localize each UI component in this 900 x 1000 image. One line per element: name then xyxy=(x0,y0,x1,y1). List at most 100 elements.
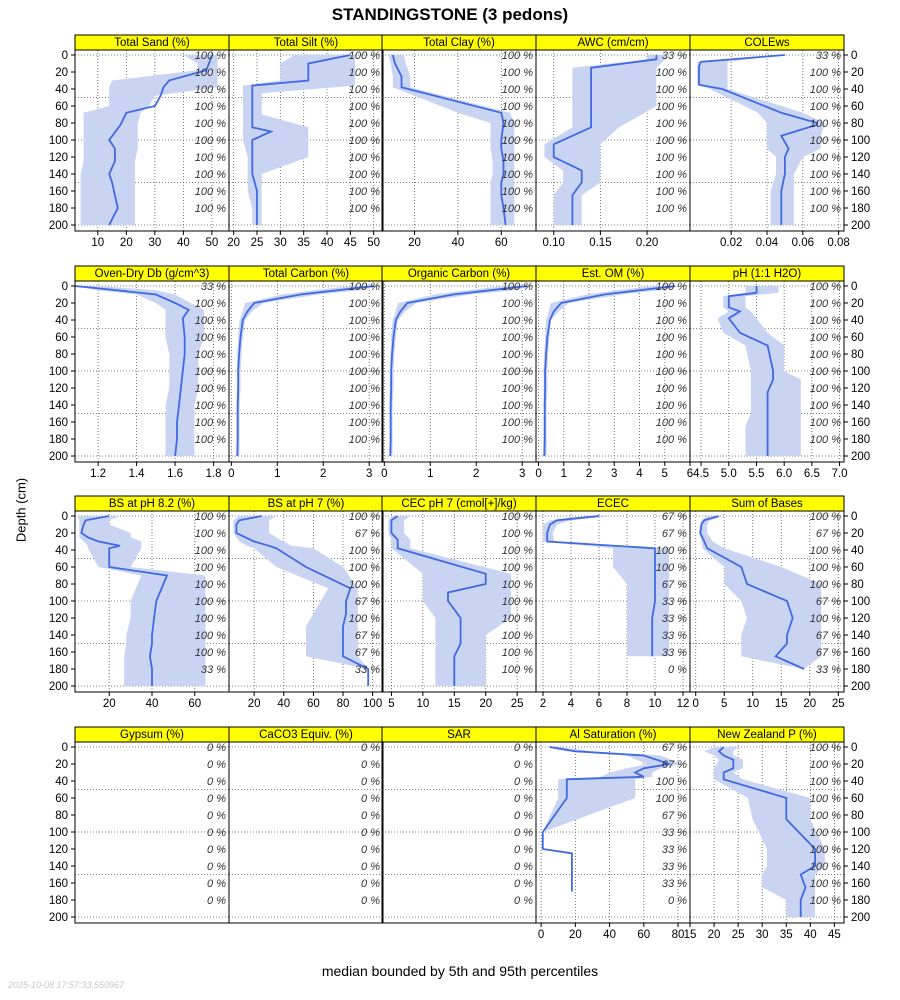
y-tick-label: 120 xyxy=(49,844,68,856)
pct-label: 100 % xyxy=(810,742,841,754)
x-tick-label: 50 xyxy=(367,237,380,249)
y-tick-label: 0 xyxy=(851,511,857,523)
y-tick-label: 120 xyxy=(49,383,68,395)
x-tick-label: 60 xyxy=(307,698,320,710)
y-axis-label: Depth (cm) xyxy=(13,477,29,543)
percentile-band xyxy=(544,55,666,225)
pct-label: 100 % xyxy=(195,647,226,659)
pct-label: 100 % xyxy=(195,118,226,130)
pct-label: 100 % xyxy=(656,84,687,96)
pct-label: 100 % xyxy=(810,169,841,181)
x-tick-label: 20 xyxy=(120,237,133,249)
pct-label: 100 % xyxy=(195,579,226,591)
pct-label: 100 % xyxy=(656,169,687,181)
y-tick-label: 0 xyxy=(851,742,857,754)
median-line xyxy=(717,746,816,917)
pct-label: 100 % xyxy=(502,349,533,361)
y-tick-label: 160 xyxy=(851,417,870,429)
panel-frame xyxy=(228,280,384,463)
pct-label: 100 % xyxy=(195,596,226,608)
x-tick-label: 20 xyxy=(103,698,116,710)
x-tick-label: 20 xyxy=(227,237,240,249)
x-tick-label: 35 xyxy=(780,929,793,941)
x-tick-label: 1.8 xyxy=(206,468,222,480)
median-line xyxy=(546,515,656,657)
y-tick-label: 160 xyxy=(851,186,870,198)
panel: BS at pH 7 (%) 100 % 67 % 100 % 100 % 100 % 67… xyxy=(228,495,384,710)
y-tick-label: 0 xyxy=(62,511,68,523)
panel: CEC pH 7 (cmol[+]/kg)100 %100 %100 %100 … xyxy=(381,495,537,710)
panel-frame xyxy=(228,510,384,693)
x-tick-label: 5.0 xyxy=(721,468,737,480)
y-tick-label: 40 xyxy=(55,84,68,96)
panel-title: Oven-Dry Db (g/cm^3) xyxy=(95,268,210,280)
pct-label: 100 % xyxy=(656,776,687,788)
x-tick-label: 40 xyxy=(146,698,159,710)
pct-label: 0 % xyxy=(514,895,533,907)
y-tick-label: 60 xyxy=(55,793,68,805)
pct-label: 100 % xyxy=(656,281,687,293)
x-tick-label: 1.6 xyxy=(167,468,183,480)
y-tick-label: 160 xyxy=(49,878,68,890)
x-tick-label: 3 xyxy=(366,468,372,480)
x-tick-label: 0 xyxy=(693,698,699,710)
panel-title: COLEws xyxy=(744,37,790,49)
panel: Total Sand (%) 100 % 100 % 100 % 100 % 100 % 1… xyxy=(49,34,230,249)
pct-label: 100 % xyxy=(502,315,533,327)
y-tick-label: 40 xyxy=(851,545,864,557)
pct-label: 100 % xyxy=(502,186,533,198)
pct-label: 100 % xyxy=(656,152,687,164)
pct-label: 33 % xyxy=(662,861,687,873)
median-line xyxy=(543,285,676,457)
panel: CaCO3 Equiv. (%) 0 % 0 % 0 % 0 % 0 % 0 % 0 % 0 %… xyxy=(228,726,384,924)
percentile-band xyxy=(699,516,822,669)
panel-title: SAR xyxy=(447,729,471,741)
x-tick-label: 4.5 xyxy=(693,468,709,480)
x-tick-label: 40 xyxy=(177,237,190,249)
pct-label: 0 % xyxy=(207,742,226,754)
pct-label: 0 % xyxy=(514,793,533,805)
panel-title: Organic Carbon (%) xyxy=(408,268,510,280)
x-tick-label: 30 xyxy=(756,929,769,941)
y-tick-label: 100 xyxy=(851,135,870,147)
y-tick-label: 140 xyxy=(851,630,870,642)
pct-label: 100 % xyxy=(349,332,380,344)
pct-label: 100 % xyxy=(349,400,380,412)
pct-label: 100 % xyxy=(195,332,226,344)
pct-label: 100 % xyxy=(195,169,226,181)
median-line xyxy=(391,54,507,226)
pct-label: 100 % xyxy=(195,417,226,429)
pct-label: 100 % xyxy=(195,630,226,642)
y-tick-label: 100 xyxy=(851,366,870,378)
panel-frame xyxy=(228,741,384,924)
x-tick-label: 6.0 xyxy=(776,468,792,480)
panel-title: ECEC xyxy=(597,498,629,510)
pct-label: 100 % xyxy=(195,298,226,310)
median-line xyxy=(698,54,818,225)
pct-label: 100 % xyxy=(195,152,226,164)
pct-label: 100 % xyxy=(349,366,380,378)
x-tick-label: 25 xyxy=(732,929,745,941)
pct-label: 0 % xyxy=(668,664,687,676)
pct-label: 100 % xyxy=(502,101,533,113)
x-tick-label: 25 xyxy=(832,698,845,710)
pct-label: 0 % xyxy=(361,878,380,890)
pct-label: 0 % xyxy=(207,759,226,771)
x-tick-label: 15 xyxy=(775,698,788,710)
pct-label: 100 % xyxy=(810,400,841,412)
pct-label: 100 % xyxy=(656,793,687,805)
y-tick-label: 20 xyxy=(55,67,68,79)
pct-label: 0 % xyxy=(514,810,533,822)
y-tick-label: 60 xyxy=(55,562,68,574)
pct-label: 67 % xyxy=(816,528,841,540)
panel-title: Total Carbon (%) xyxy=(263,268,349,280)
percentile-band xyxy=(80,55,218,225)
panel: AWC (cm/cm) 33 % 100 % 100 % 100 % 100 % 100 %… xyxy=(535,34,691,249)
x-tick-label: 0 xyxy=(228,468,234,480)
pct-label: 33 % xyxy=(662,613,687,625)
pct-label: 100 % xyxy=(502,511,533,523)
panel: Total Carbon (%)100 %100 %100 %100 %100 … xyxy=(228,265,384,480)
panel: Total Silt (%) 100 % 100 % 100 % 100 % 100 % 1… xyxy=(227,34,384,249)
pct-label: 0 % xyxy=(361,776,380,788)
pct-label: 100 % xyxy=(810,895,841,907)
